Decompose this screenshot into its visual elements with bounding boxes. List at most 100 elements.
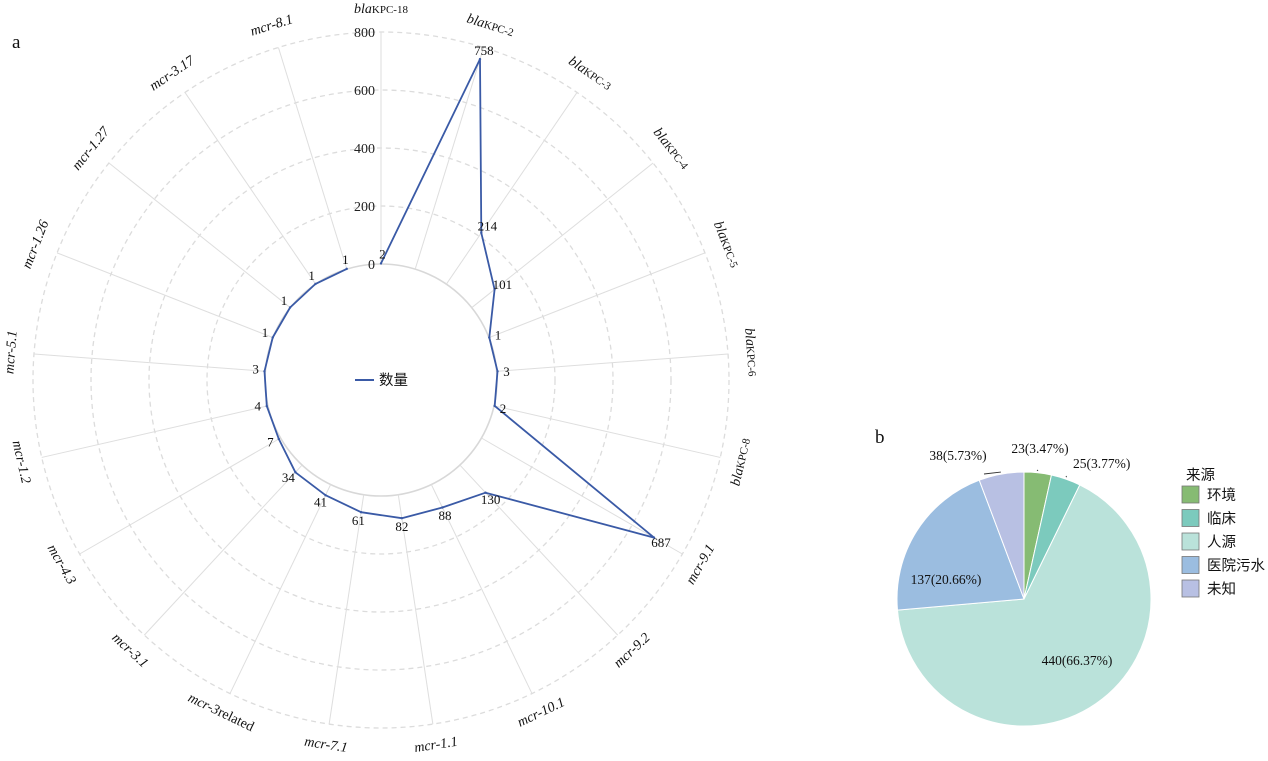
- radar-spoke: [430, 484, 533, 694]
- radar-point: [288, 306, 292, 309]
- radar-value-label: 687: [651, 535, 671, 550]
- radar-value-label: 3: [503, 364, 510, 379]
- radar-point: [263, 370, 266, 373]
- pie-leader-line: [983, 471, 1001, 475]
- radar-value-label: 758: [474, 43, 494, 58]
- radar-category-label: mcr-8.1: [249, 13, 295, 40]
- radar-point: [277, 437, 280, 441]
- pie-legend-swatch: [1181, 532, 1200, 551]
- pie-slice-label: 23(3.47%): [1011, 441, 1068, 456]
- radar-tick-label: 800: [354, 26, 375, 41]
- pie-legend-label: 医院污水: [1207, 558, 1265, 575]
- radar-spoke: [143, 464, 303, 636]
- pie-slice: [978, 471, 1025, 600]
- pie-leader-line: [1036, 469, 1039, 472]
- radar-point: [265, 404, 268, 408]
- radar-category-label: mcr-10.1: [515, 695, 567, 730]
- radar-point: [271, 336, 274, 339]
- radar-value-label: 34: [282, 470, 296, 485]
- pie-legend-swatch: [1181, 579, 1200, 598]
- radar-point: [484, 491, 487, 494]
- radar-value-label: 1: [281, 293, 288, 308]
- radar-point: [379, 262, 383, 265]
- radar-tick-label: 0: [368, 258, 375, 273]
- radar-value-label: 88: [439, 508, 452, 523]
- radar-chart: 0200400600800275821410113268713088826141…: [3, 2, 760, 756]
- radar-spoke: [414, 47, 485, 270]
- pie-slice: [896, 484, 1152, 727]
- radar-point: [480, 231, 483, 235]
- pie-legend-title: 来源: [1186, 467, 1215, 484]
- pie-leader-line: [1065, 475, 1067, 478]
- radar-value-label: 214: [478, 218, 498, 233]
- radar-value-label: 1: [308, 268, 315, 283]
- radar-point: [400, 517, 404, 520]
- radar-tick-label: 400: [354, 142, 375, 157]
- pie-legend-swatch: [1181, 556, 1200, 574]
- radar-point: [314, 282, 317, 286]
- panel-label-a: a: [12, 32, 21, 53]
- radar-spoke: [459, 464, 619, 636]
- radar-spoke: [397, 494, 434, 725]
- pie-legend-swatch: [1181, 509, 1200, 527]
- radar-spoke: [471, 162, 654, 309]
- radar-point: [493, 404, 496, 408]
- radar-point: [441, 506, 444, 509]
- radar-category-label: blaKPC-2: [465, 12, 516, 41]
- radar-spoke: [41, 405, 269, 458]
- pie-slice: [896, 479, 1025, 611]
- pie-slice-label: 440(66.37%): [1042, 653, 1113, 668]
- radar-spoke: [277, 47, 348, 270]
- radar-spoke: [488, 252, 706, 339]
- radar-category-label: blaKPC-18: [354, 2, 408, 17]
- pie-legend-label: 人源: [1207, 534, 1236, 551]
- pie-legend-label: 环境: [1207, 486, 1236, 504]
- radar-value-label: 2: [379, 247, 386, 262]
- radar-spoke: [108, 162, 291, 309]
- radar-point: [345, 267, 348, 271]
- pie-slice-label: 38(5.73%): [929, 448, 986, 463]
- radar-category-label: mcr-1.2: [8, 439, 32, 485]
- radar-value-label: 1: [342, 252, 349, 267]
- radar-value-label: 3: [252, 361, 259, 376]
- radar-value-label: 41: [314, 495, 327, 510]
- pie-slice-label: 25(3.77%): [1073, 456, 1130, 471]
- radar-spoke: [184, 92, 317, 285]
- radar-category-label: mcr-3related: [185, 691, 256, 735]
- radar-value-label: 82: [395, 519, 408, 534]
- radar-value-label: 2: [500, 401, 507, 416]
- radar-value-label: 7: [267, 434, 274, 449]
- radar-point: [493, 288, 496, 291]
- radar-value-label: 101: [493, 277, 513, 292]
- radar-category-label: mcr-5.1: [3, 330, 21, 375]
- radar-spoke: [33, 353, 266, 372]
- radar-category-label: mcr-4.3: [43, 542, 78, 587]
- radar-point: [324, 494, 327, 497]
- radar-point: [294, 471, 297, 474]
- pie-legend-label: 临床: [1207, 511, 1236, 528]
- radar-category-label: mcr-9.2: [611, 631, 653, 672]
- radar-category-label: blaKPC-5: [710, 219, 742, 270]
- radar-legend-label: 数量: [379, 372, 408, 389]
- pie-legend-label: 未知: [1207, 581, 1236, 598]
- radar-value-label: 130: [481, 492, 501, 507]
- radar-value-label: 4: [255, 399, 262, 414]
- radar-point: [488, 336, 491, 339]
- radar-spoke: [229, 484, 332, 694]
- radar-spoke: [79, 437, 281, 555]
- radar-spoke: [56, 252, 274, 339]
- panel-label-b: b: [875, 427, 885, 448]
- radar-spoke: [496, 353, 729, 372]
- radar-value-label: 1: [495, 328, 502, 343]
- radar-category-label: mcr-9.1: [684, 542, 719, 587]
- radar-point: [496, 370, 499, 373]
- radar-point: [478, 57, 482, 61]
- radar-point: [652, 536, 656, 539]
- radar-value-label: 1: [262, 325, 269, 340]
- radar-category-label: mcr-1.26: [20, 218, 52, 271]
- radar-tick-label: 200: [354, 200, 375, 215]
- radar-spoke: [481, 437, 683, 555]
- radar-spoke: [445, 92, 578, 285]
- radar-category-label: blaKPC-6: [741, 328, 760, 378]
- radar-spoke: [493, 405, 721, 458]
